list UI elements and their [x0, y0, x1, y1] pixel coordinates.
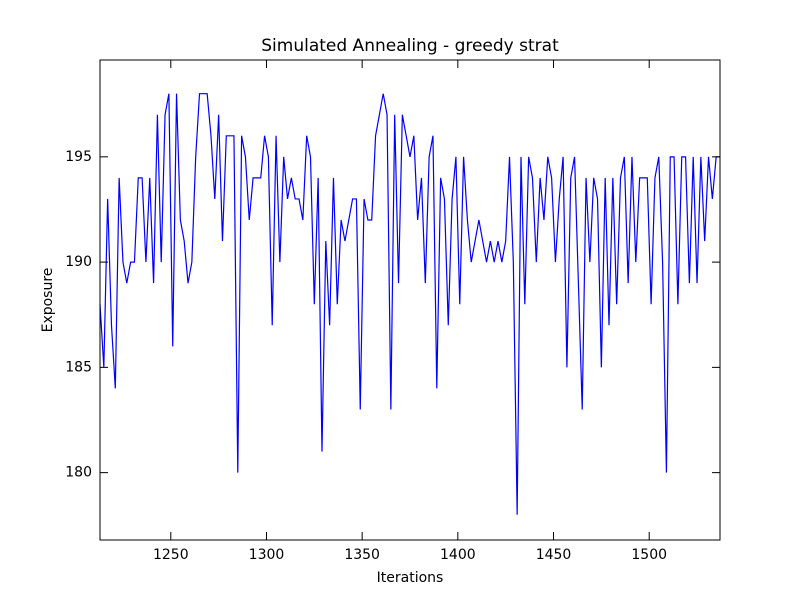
x-tick-label: 1450 [536, 547, 572, 563]
chart-title: Simulated Annealing - greedy strat [261, 36, 559, 56]
x-tick-label: 1400 [440, 547, 476, 563]
y-tick-label: 190 [65, 254, 92, 270]
plot-frame [99, 59, 721, 541]
x-axis-label: Iterations [377, 570, 444, 586]
y-tick-label: 185 [65, 359, 92, 375]
x-tick-label: 1350 [344, 547, 380, 563]
data-line [99, 93, 720, 515]
x-tick-label: 1500 [631, 547, 667, 563]
x-tick-label: 1250 [153, 547, 189, 563]
x-tick-label: 1300 [249, 547, 285, 563]
y-tick-label: 180 [65, 465, 92, 481]
y-tick-label: 195 [65, 149, 92, 165]
y-axis-label: Exposure [40, 268, 56, 333]
